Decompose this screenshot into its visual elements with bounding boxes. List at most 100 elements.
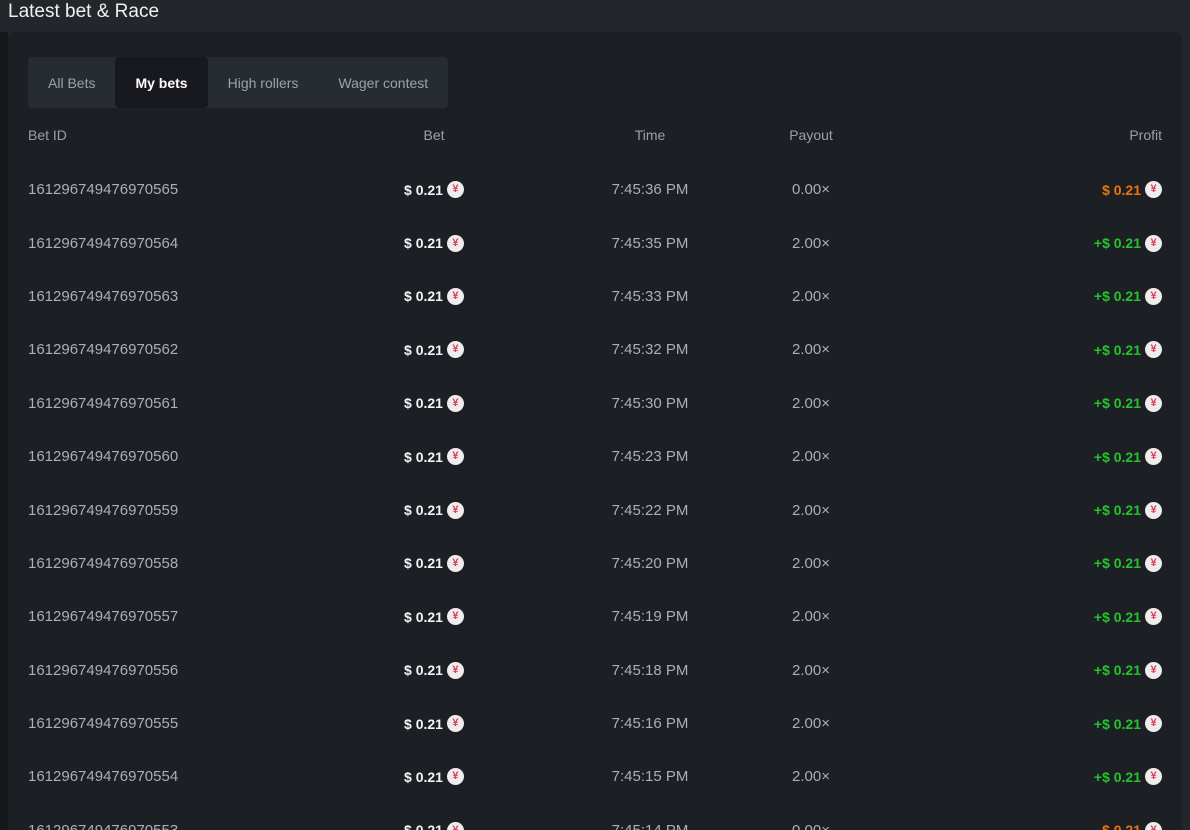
profit-amount: +$ 0.21 bbox=[1093, 768, 1141, 785]
yen-coin-icon: ¥ bbox=[1145, 661, 1162, 679]
bet-cell: $ 0.21 ¥ bbox=[340, 448, 528, 466]
bet-cell: $ 0.21 ¥ bbox=[340, 181, 528, 199]
yen-coin-icon: ¥ bbox=[1145, 768, 1162, 786]
yen-coin-icon: ¥ bbox=[1145, 448, 1162, 466]
bet-cell: $ 0.21 ¥ bbox=[340, 287, 528, 305]
profit-amount: +$ 0.21 bbox=[1093, 608, 1141, 625]
time-cell: 7:45:33 PM bbox=[611, 287, 689, 305]
profit-cell: +$ 0.21 ¥ bbox=[850, 287, 1162, 305]
yen-coin-icon: ¥ bbox=[446, 448, 464, 466]
bet-amount: $ 0.21 bbox=[404, 341, 443, 358]
bet-amount: $ 0.21 bbox=[404, 181, 443, 198]
table-row[interactable]: 161296749476970564 $ 0.21 ¥ 7:45:35 PM 2… bbox=[28, 216, 1162, 269]
profit-cell: $ 0.21 ¥ bbox=[850, 821, 1162, 830]
yen-coin-icon: ¥ bbox=[446, 821, 464, 830]
bet-id-cell: 161296749476970559 bbox=[28, 501, 179, 519]
table-row[interactable]: 161296749476970555 $ 0.21 ¥ 7:45:16 PM 2… bbox=[28, 697, 1162, 750]
profit-amount: +$ 0.21 bbox=[1093, 235, 1141, 252]
table-row[interactable]: 161296749476970558 $ 0.21 ¥ 7:45:20 PM 2… bbox=[28, 537, 1162, 590]
column-header-payout: Payout bbox=[789, 127, 833, 143]
bet-id-cell: 161296749476970564 bbox=[28, 234, 179, 252]
yen-coin-icon: ¥ bbox=[446, 234, 464, 252]
payout-cell: 2.00× bbox=[792, 715, 830, 733]
table-row[interactable]: 161296749476970553 $ 0.21 ¥ 7:45:14 PM 0… bbox=[28, 804, 1162, 830]
profit-amount: +$ 0.21 bbox=[1093, 395, 1141, 412]
profit-cell: +$ 0.21 ¥ bbox=[850, 341, 1162, 359]
table-row[interactable]: 161296749476970554 $ 0.21 ¥ 7:45:15 PM 2… bbox=[28, 750, 1162, 803]
bet-amount: $ 0.21 bbox=[404, 555, 443, 572]
yen-coin-icon: ¥ bbox=[1145, 394, 1162, 412]
profit-cell: +$ 0.21 ¥ bbox=[850, 501, 1162, 519]
bet-id-cell: 161296749476970565 bbox=[28, 181, 179, 199]
bet-amount: $ 0.21 bbox=[404, 288, 443, 305]
yen-coin-icon: ¥ bbox=[1145, 287, 1162, 305]
bet-id-cell: 161296749476970553 bbox=[28, 822, 340, 830]
table-row[interactable]: 161296749476970562 $ 0.21 ¥ 7:45:32 PM 2… bbox=[28, 323, 1162, 376]
bet-cell: $ 0.21 ¥ bbox=[340, 394, 528, 412]
time-cell: 7:45:32 PM bbox=[611, 341, 689, 359]
yen-coin-icon: ¥ bbox=[446, 341, 464, 359]
table-body: 161296749476970565 $ 0.21 ¥ 7:45:36 PM 0… bbox=[28, 163, 1162, 830]
bet-cell: $ 0.21 ¥ bbox=[340, 768, 528, 786]
yen-coin-icon: ¥ bbox=[446, 768, 464, 786]
bet-amount: $ 0.21 bbox=[404, 395, 443, 412]
column-header-time: Time bbox=[634, 127, 666, 143]
bet-id-cell: 161296749476970555 bbox=[28, 715, 179, 733]
table-row[interactable]: 161296749476970560 $ 0.21 ¥ 7:45:23 PM 2… bbox=[28, 430, 1162, 483]
time-cell: 7:45:14 PM bbox=[528, 822, 772, 830]
bet-amount: $ 0.21 bbox=[404, 448, 443, 465]
time-cell: 7:45:16 PM bbox=[611, 715, 689, 733]
tab-my-bets[interactable]: My bets bbox=[115, 57, 208, 108]
time-cell: 7:45:20 PM bbox=[611, 554, 689, 572]
bet-amount: $ 0.21 bbox=[404, 768, 443, 785]
bet-id-cell: 161296749476970560 bbox=[28, 448, 179, 466]
profit-cell: +$ 0.21 ¥ bbox=[850, 554, 1162, 572]
profit-amount: $ 0.21 bbox=[1102, 181, 1141, 198]
profit-amount: +$ 0.21 bbox=[1093, 715, 1141, 732]
profit-cell: +$ 0.21 ¥ bbox=[850, 394, 1162, 412]
yen-coin-icon: ¥ bbox=[1145, 821, 1162, 830]
bet-cell: $ 0.21 ¥ bbox=[340, 554, 528, 572]
yen-coin-icon: ¥ bbox=[1145, 234, 1162, 252]
bet-amount: $ 0.21 bbox=[404, 662, 443, 679]
time-cell: 7:45:18 PM bbox=[611, 661, 689, 679]
bet-id-cell: 161296749476970558 bbox=[28, 554, 179, 572]
table-row[interactable]: 161296749476970561 $ 0.21 ¥ 7:45:30 PM 2… bbox=[28, 377, 1162, 430]
table-row[interactable]: 161296749476970556 $ 0.21 ¥ 7:45:18 PM 2… bbox=[28, 644, 1162, 697]
table-row[interactable]: 161296749476970559 $ 0.21 ¥ 7:45:22 PM 2… bbox=[28, 483, 1162, 536]
time-cell: 7:45:35 PM bbox=[611, 234, 689, 252]
yen-coin-icon: ¥ bbox=[446, 394, 464, 412]
table-row[interactable]: 161296749476970565 $ 0.21 ¥ 7:45:36 PM 0… bbox=[28, 163, 1162, 216]
yen-coin-icon: ¥ bbox=[1145, 341, 1162, 359]
column-header-bet: Bet bbox=[423, 127, 445, 143]
profit-cell: +$ 0.21 ¥ bbox=[850, 608, 1162, 626]
bet-id-cell: 161296749476970563 bbox=[28, 287, 179, 305]
payout-cell: 2.00× bbox=[792, 287, 830, 305]
payout-cell: 0.00× bbox=[792, 181, 830, 199]
table-row[interactable]: 161296749476970557 $ 0.21 ¥ 7:45:19 PM 2… bbox=[28, 590, 1162, 643]
profit-amount: +$ 0.21 bbox=[1093, 288, 1141, 305]
tab-all-bets[interactable]: All Bets bbox=[48, 74, 96, 91]
yen-coin-icon: ¥ bbox=[446, 661, 464, 679]
tab-high-rollers[interactable]: High rollers bbox=[227, 74, 299, 91]
payout-cell: 2.00× bbox=[792, 394, 830, 412]
time-cell: 7:45:15 PM bbox=[611, 768, 689, 786]
profit-amount: $ 0.21 bbox=[1102, 822, 1141, 830]
profit-amount: +$ 0.21 bbox=[1093, 448, 1141, 465]
yen-coin-icon: ¥ bbox=[446, 181, 464, 199]
payout-cell: 2.00× bbox=[792, 661, 830, 679]
bet-id-cell: 161296749476970561 bbox=[28, 394, 179, 412]
tab-wager-contest[interactable]: Wager contest bbox=[338, 74, 429, 91]
payout-cell: 2.00× bbox=[792, 768, 830, 786]
yen-coin-icon: ¥ bbox=[446, 554, 464, 572]
payout-cell: 0.00× bbox=[772, 822, 850, 830]
latest-bet-panel: All Bets My bets High rollers Wager cont… bbox=[8, 32, 1182, 830]
bet-amount: $ 0.21 bbox=[404, 235, 443, 252]
table-header-row: Bet ID Bet Time Payout Profit bbox=[28, 114, 1162, 156]
table-row[interactable]: 161296749476970563 $ 0.21 ¥ 7:45:33 PM 2… bbox=[28, 270, 1162, 323]
profit-amount: +$ 0.21 bbox=[1093, 341, 1141, 358]
bet-cell: $ 0.21 ¥ bbox=[340, 821, 528, 830]
bet-cell: $ 0.21 ¥ bbox=[340, 341, 528, 359]
payout-cell: 2.00× bbox=[792, 448, 830, 466]
profit-cell: +$ 0.21 ¥ bbox=[850, 715, 1162, 733]
